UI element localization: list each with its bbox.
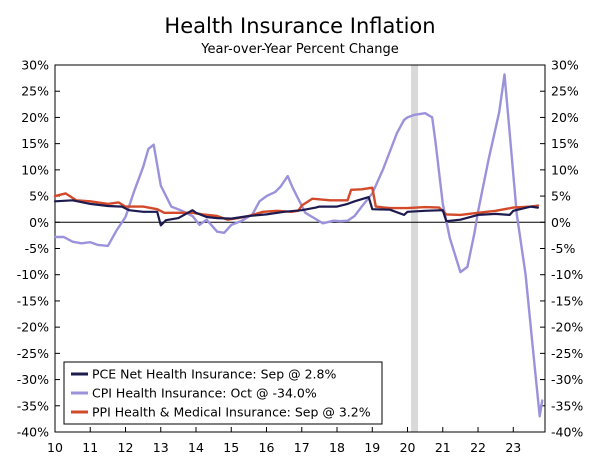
legend-label-0: PCE Net Health Insurance: Sep @ 2.8% (92, 367, 336, 382)
y-tick-label-left: 10% (21, 162, 49, 177)
y-tick-label-left: -35% (17, 398, 49, 413)
x-tick-label: 18 (329, 440, 345, 455)
recession-shading-layer (411, 65, 419, 432)
y-tick-label-right: 5% (551, 189, 571, 204)
y-tick-label-right: -10% (551, 267, 583, 282)
y-tick-label-left: -30% (17, 372, 49, 387)
y-tick-label-right: 30% (551, 58, 579, 73)
y-tick-label-left: -15% (17, 293, 49, 308)
y-tick-label-right: 25% (551, 84, 579, 99)
series-line-1 (53, 73, 544, 418)
y-tick-label-right: -15% (551, 293, 583, 308)
legend-box (63, 361, 383, 425)
y-tick-label-left: 20% (21, 110, 49, 125)
x-tick-label: 17 (294, 440, 310, 455)
y-tick-label-right: 15% (551, 136, 579, 151)
x-tick-label: 19 (364, 440, 380, 455)
y-tick-label-left: 15% (21, 136, 49, 151)
y-tick-label-left: 25% (21, 84, 49, 99)
x-tick-label: 20 (400, 440, 416, 455)
y-tick-label-right: -35% (551, 398, 583, 413)
y-tick-label-left: 30% (21, 58, 49, 73)
chart-title: Health Insurance Inflation (164, 14, 435, 38)
recession-shade-0 (411, 65, 419, 432)
y-tick-label-right: -20% (551, 320, 583, 335)
legend-label-2: PPI Health & Medical Insurance: Sep @ 3.… (92, 405, 371, 420)
x-tick-label: 12 (118, 440, 134, 455)
series-line-0 (53, 196, 539, 227)
y-tick-label-right: 10% (551, 162, 579, 177)
legend: PCE Net Health Insurance: Sep @ 2.8% CPI … (63, 361, 383, 425)
y-tick-label-right: -5% (551, 241, 575, 256)
x-tick-label: 16 (259, 440, 275, 455)
y-tick-label-left: -25% (17, 346, 49, 361)
legend-label-1: CPI Health Insurance: Oct @ -34.0% (92, 386, 317, 401)
y-tick-label-right: -40% (551, 425, 583, 440)
x-tick-label: 21 (435, 440, 451, 455)
y-tick-label-left: -10% (17, 267, 49, 282)
x-tick-label: 22 (470, 440, 486, 455)
x-tick-label: 11 (82, 440, 98, 455)
axis-layer: 30% 30% 25% 25% 20% 20% 15% 15% 10% 10% 5% 5% 0% 0% -5… (17, 58, 584, 456)
y-tick-label-right: 20% (551, 110, 579, 125)
y-tick-label-left: -5% (25, 241, 49, 256)
y-tick-label-left: -20% (17, 320, 49, 335)
y-tick-label-left: 0% (29, 215, 49, 230)
y-tick-label-right: -30% (551, 372, 583, 387)
y-tick-label-right: 0% (551, 215, 571, 230)
x-tick-label: 14 (188, 440, 204, 455)
series-layer (53, 73, 544, 418)
x-tick-label: 23 (505, 440, 521, 455)
x-tick-label: 10 (47, 440, 63, 455)
y-tick-label-left: 5% (29, 189, 49, 204)
x-tick-label: 15 (223, 440, 239, 455)
chart-subtitle: Year-over-Year Percent Change (200, 42, 398, 57)
x-tick-label: 13 (153, 440, 169, 455)
y-tick-label-left: -40% (17, 425, 49, 440)
y-tick-label-right: -25% (551, 346, 583, 361)
